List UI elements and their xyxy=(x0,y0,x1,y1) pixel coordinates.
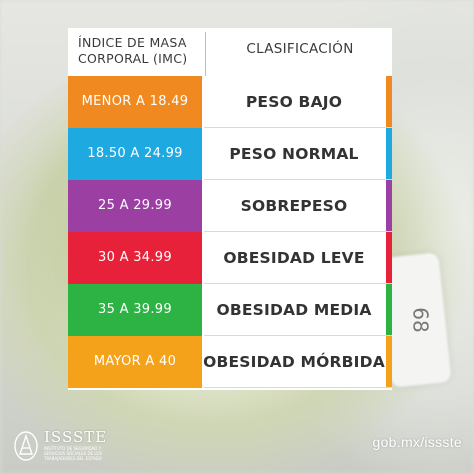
imc-table: ÍNDICE DE MASA CORPORAL (IMC) CLASIFICAC… xyxy=(68,28,392,390)
row-color-accent xyxy=(386,180,392,232)
table-row: 18.50 A 24.99 PESO NORMAL xyxy=(68,128,392,180)
header-divider xyxy=(205,32,206,76)
cell-separator xyxy=(202,76,204,128)
cell-separator xyxy=(202,232,204,284)
row-color-accent xyxy=(386,128,392,180)
header-classification: CLASIFICACIÓN xyxy=(246,41,354,57)
row-color-accent xyxy=(386,232,392,284)
imc-range-cell: 30 A 34.99 xyxy=(68,232,202,284)
row-color-accent xyxy=(386,336,392,388)
row-color-accent xyxy=(386,76,392,128)
table-row: 35 A 39.99 OBESIDAD MEDIA xyxy=(68,284,392,336)
brand-subtitle: INSTITUTO DE SEGURIDAD Y SERVICIOS SOCIA… xyxy=(44,446,103,461)
row-divider xyxy=(204,231,392,232)
measuring-tape-number: 68 xyxy=(408,307,433,333)
imc-range-text: MAYOR A 40 xyxy=(93,354,177,369)
classification-text: PESO BAJO xyxy=(245,93,343,111)
imc-range-text: 25 A 29.99 xyxy=(98,198,172,213)
row-divider xyxy=(204,387,392,388)
cell-separator xyxy=(202,128,204,180)
cell-separator xyxy=(202,284,204,336)
table-row: MAYOR A 40 OBESIDAD MÓRBIDA xyxy=(68,336,392,388)
row-divider xyxy=(204,179,392,180)
row-divider xyxy=(204,283,392,284)
table-row: MENOR A 18.49 PESO BAJO xyxy=(68,76,392,128)
table-row: 25 A 29.99 SOBREPESO xyxy=(68,180,392,232)
table-header: ÍNDICE DE MASA CORPORAL (IMC) CLASIFICAC… xyxy=(68,28,392,76)
imc-range-cell: MENOR A 18.49 xyxy=(68,76,202,128)
issste-logo-icon xyxy=(14,431,38,461)
imc-range-text: 30 A 34.99 xyxy=(98,250,172,265)
row-divider xyxy=(204,127,392,128)
imc-range-cell: 18.50 A 24.99 xyxy=(68,128,202,180)
cell-separator xyxy=(202,336,204,388)
table-row: 30 A 34.99 OBESIDAD LEVE xyxy=(68,232,392,284)
cell-separator xyxy=(202,180,204,232)
classification-text: OBESIDAD LEVE xyxy=(223,249,365,267)
imc-range-cell: 35 A 39.99 xyxy=(68,284,202,336)
brand-name: ISSSTE xyxy=(44,428,108,446)
classification-text: PESO NORMAL xyxy=(229,145,359,163)
imc-range-cell: MAYOR A 40 xyxy=(68,336,202,388)
header-imc: ÍNDICE DE MASA CORPORAL (IMC) xyxy=(78,35,188,66)
imc-range-cell: 25 A 29.99 xyxy=(68,180,202,232)
imc-range-text: 35 A 39.99 xyxy=(98,302,172,317)
imc-range-text: 18.50 A 24.99 xyxy=(87,146,183,161)
row-color-accent xyxy=(386,284,392,336)
website-link[interactable]: gob.mx/issste xyxy=(372,434,462,450)
classification-text: OBESIDAD MEDIA xyxy=(216,301,372,319)
row-divider xyxy=(204,335,392,336)
classification-text: OBESIDAD MÓRBIDA xyxy=(203,353,385,371)
classification-text: SOBREPESO xyxy=(240,197,348,215)
imc-range-text: MENOR A 18.49 xyxy=(81,94,189,109)
